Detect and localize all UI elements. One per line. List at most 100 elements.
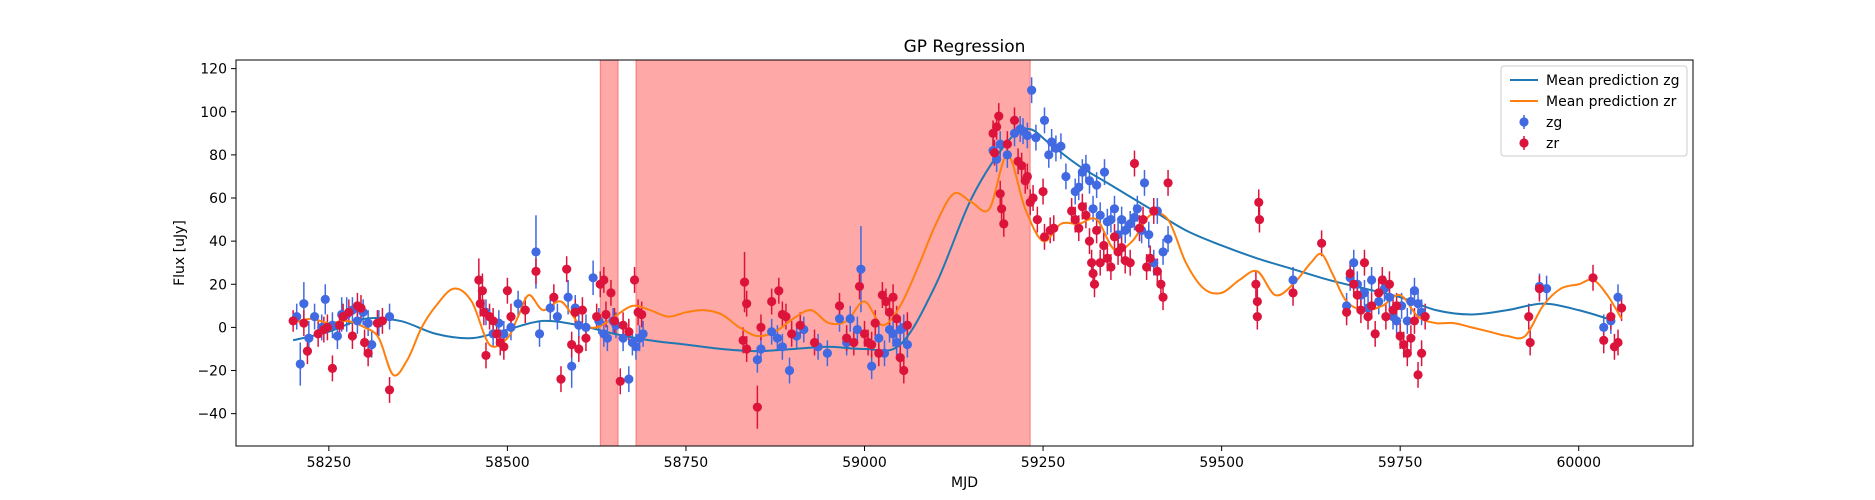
data-point-zr bbox=[795, 320, 805, 330]
plot-frame bbox=[235, 59, 1694, 447]
data-point-zr bbox=[1342, 307, 1352, 317]
data-point-zr bbox=[299, 318, 309, 328]
data-point-zr bbox=[488, 316, 498, 326]
data-point-zg bbox=[534, 329, 545, 339]
data-point-zg bbox=[1342, 301, 1352, 311]
data-point-zg bbox=[1047, 137, 1057, 147]
data-point-zg bbox=[1084, 176, 1095, 186]
legend-swatch-zg bbox=[1519, 115, 1529, 129]
data-point-zr bbox=[1525, 337, 1535, 348]
x-tick-label: 59500 bbox=[1199, 455, 1244, 471]
data-point-zr bbox=[1363, 312, 1373, 322]
data-point-zg bbox=[631, 342, 641, 352]
x-tick-label: 58500 bbox=[485, 455, 530, 471]
data-point-zr bbox=[774, 286, 784, 296]
data-point-zg bbox=[1392, 316, 1402, 326]
data-point-zr bbox=[1145, 253, 1155, 263]
data-point-zr bbox=[1252, 296, 1262, 307]
data-point-zr bbox=[752, 402, 762, 412]
data-point-zr bbox=[999, 219, 1009, 229]
data-point-zr bbox=[742, 299, 752, 309]
data-point-zg bbox=[1044, 150, 1054, 160]
data-point-zr bbox=[1345, 268, 1355, 279]
data-point-zr bbox=[1251, 279, 1261, 289]
data-point-zr bbox=[1370, 329, 1380, 339]
data-point-zr bbox=[1088, 268, 1098, 279]
data-point-zg bbox=[1613, 292, 1623, 302]
data-point-zr bbox=[567, 340, 577, 350]
data-point-zg bbox=[563, 292, 573, 302]
data-point-zr bbox=[1125, 258, 1135, 268]
data-point-zr bbox=[363, 348, 373, 358]
data-point-zr bbox=[1384, 279, 1395, 289]
data-point-zg bbox=[1092, 180, 1102, 190]
data-point-zg bbox=[1409, 286, 1420, 296]
data-point-zg bbox=[1541, 283, 1552, 294]
data-point-zr bbox=[849, 337, 859, 348]
data-point-zr bbox=[1356, 305, 1366, 315]
data-point-zr bbox=[1349, 279, 1359, 289]
x-tick-label: 59250 bbox=[1021, 455, 1066, 471]
data-point-zg bbox=[777, 342, 787, 352]
data-point-zg bbox=[1374, 296, 1384, 307]
data-point-zr bbox=[1089, 279, 1100, 289]
data-point-zg bbox=[902, 340, 912, 350]
x-tick-label: 59750 bbox=[1378, 455, 1423, 471]
data-point-zr bbox=[787, 329, 797, 339]
x-tick-label: 59000 bbox=[842, 455, 887, 471]
data-point-zg bbox=[1109, 204, 1120, 214]
data-point-zg bbox=[767, 327, 777, 337]
data-point-zr bbox=[1599, 335, 1609, 345]
y-tick-label: 20 bbox=[209, 277, 227, 293]
data-point-zr bbox=[1032, 214, 1042, 225]
data-point-zr bbox=[637, 309, 647, 320]
legend-label-zr: zr bbox=[1546, 136, 1559, 152]
data-point-zg bbox=[506, 322, 516, 332]
data-point-zg bbox=[1129, 212, 1140, 223]
data-point-zr bbox=[1106, 262, 1116, 272]
data-point-zr bbox=[888, 292, 898, 302]
data-point-zg bbox=[581, 322, 591, 332]
data-point-zr bbox=[577, 305, 587, 315]
data-point-zr bbox=[601, 309, 611, 320]
data-point-zg bbox=[1027, 85, 1037, 95]
data-point-zr bbox=[477, 286, 488, 296]
data-point-zg bbox=[1158, 247, 1168, 257]
data-point-zr bbox=[499, 342, 509, 352]
y-tick-label: −40 bbox=[197, 407, 227, 423]
data-point-zg bbox=[1106, 214, 1116, 225]
data-point-zr bbox=[574, 344, 584, 354]
y-axis-ticks: −40 −20 0 20 40 60 80 100 120 bbox=[197, 62, 236, 423]
data-point-zr bbox=[1142, 262, 1152, 272]
data-point-zg bbox=[874, 333, 884, 343]
data-point-zr bbox=[1359, 258, 1370, 268]
data-point-zr bbox=[1254, 197, 1264, 207]
data-point-zg bbox=[1125, 219, 1135, 229]
data-point-zg bbox=[1022, 130, 1032, 141]
data-point-zr bbox=[1039, 232, 1050, 242]
data-point-zg bbox=[856, 264, 866, 274]
data-point-zr bbox=[742, 344, 752, 354]
y-tick-label: 60 bbox=[209, 191, 227, 207]
data-point-zr bbox=[1395, 331, 1405, 341]
x-axis-ticks: 58250 58500 58750 59000 59250 59500 59750 60000 bbox=[307, 446, 1601, 471]
legend-box bbox=[1500, 65, 1688, 157]
data-point-zr bbox=[739, 277, 750, 287]
data-point-zr bbox=[992, 122, 1002, 132]
data-point-zr bbox=[1149, 206, 1159, 216]
data-point-zr bbox=[1352, 290, 1362, 300]
data-point-zg bbox=[1056, 141, 1066, 151]
x-tick-label: 58250 bbox=[307, 455, 352, 471]
data-point-zr bbox=[581, 333, 591, 343]
shaded-region-0 bbox=[599, 59, 619, 447]
data-point-zr bbox=[1616, 303, 1627, 313]
data-point-zr bbox=[474, 275, 484, 285]
data-point-zr bbox=[334, 320, 345, 330]
data-point-zr bbox=[356, 303, 366, 313]
data-point-zg bbox=[513, 299, 523, 309]
data-point-zg bbox=[588, 273, 598, 283]
data-point-zr bbox=[1399, 340, 1409, 350]
shaded-regions bbox=[599, 59, 1031, 447]
data-point-zr bbox=[1017, 161, 1027, 171]
data-point-zr bbox=[1138, 214, 1148, 225]
